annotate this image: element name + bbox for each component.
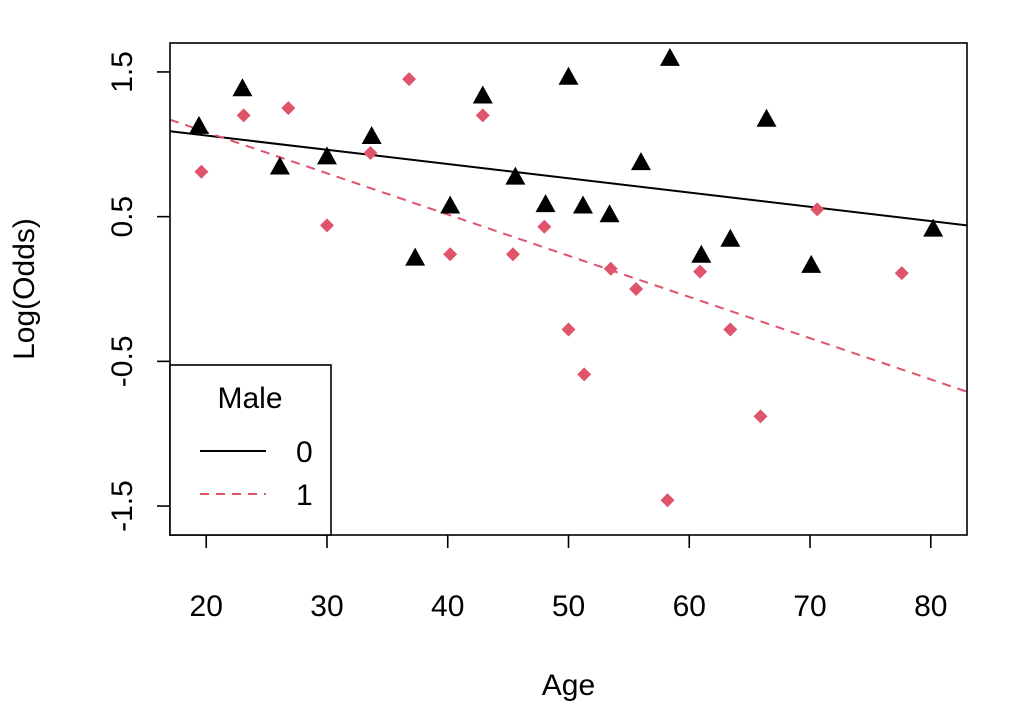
- point-series-0: [405, 247, 426, 266]
- point-series-1: [505, 247, 520, 262]
- point-series-1: [363, 145, 378, 160]
- point-series-0: [691, 244, 712, 263]
- y-axis-title: Log(Odds): [8, 218, 41, 360]
- point-series-0: [269, 156, 290, 175]
- legend-label-0: 0: [296, 436, 313, 469]
- y-tick-label: 0.5: [106, 196, 139, 238]
- point-series-0: [630, 152, 651, 171]
- point-series-0: [572, 195, 593, 214]
- point-series-1: [577, 367, 592, 382]
- point-series-1: [753, 409, 768, 424]
- point-layer: [188, 47, 944, 508]
- point-series-0: [801, 254, 822, 273]
- fit-line-series-1: [169, 118, 968, 393]
- point-series-0: [535, 194, 556, 213]
- point-series-0: [923, 218, 944, 237]
- point-series-0: [720, 228, 741, 247]
- tick-layer: 20 30 40 50 60 70 80 -1.5 -0.5 0.5 1.5: [106, 51, 947, 623]
- x-tick-label: 30: [310, 590, 343, 623]
- point-series-1: [660, 493, 675, 508]
- legend-title: Male: [217, 382, 282, 415]
- point-series-1: [693, 264, 708, 279]
- point-series-1: [443, 247, 458, 262]
- point-series-1: [319, 218, 334, 233]
- x-tick-label: 50: [552, 590, 585, 623]
- x-tick-label: 70: [793, 590, 826, 623]
- plot-frame: [169, 42, 968, 536]
- point-series-0: [188, 115, 209, 134]
- x-tick-label: 60: [673, 590, 706, 623]
- point-series-0: [659, 47, 680, 66]
- point-series-1: [561, 322, 576, 337]
- point-series-0: [756, 108, 777, 127]
- point-series-1: [236, 108, 251, 123]
- point-series-0: [599, 204, 620, 223]
- x-tick-label: 20: [190, 590, 223, 623]
- legend-label-1: 1: [296, 479, 313, 512]
- point-series-0: [558, 66, 579, 85]
- point-series-1: [537, 219, 552, 234]
- point-series-1: [629, 282, 644, 296]
- point-series-1: [603, 261, 618, 276]
- y-tick-label: -0.5: [106, 336, 139, 388]
- point-series-0: [440, 195, 461, 214]
- x-axis-title: Age: [542, 669, 595, 702]
- point-series-1: [402, 72, 417, 87]
- legend: Male 0 1: [169, 364, 332, 536]
- y-tick-label: -1.5: [106, 480, 139, 532]
- point-series-0: [361, 126, 382, 145]
- point-series-0: [316, 146, 337, 165]
- point-series-1: [723, 322, 738, 337]
- point-series-0: [232, 78, 253, 97]
- point-series-1: [810, 202, 825, 217]
- point-series-0: [505, 166, 526, 185]
- point-series-1: [475, 108, 490, 123]
- y-tick-label: 1.5: [106, 51, 139, 93]
- x-tick-label: 40: [431, 590, 464, 623]
- point-series-1: [281, 101, 296, 116]
- point-series-0: [472, 85, 493, 104]
- fit-line-series-0: [169, 130, 968, 227]
- point-series-1: [894, 266, 909, 281]
- x-tick-label: 80: [914, 590, 947, 623]
- fit-layer: [169, 118, 968, 393]
- point-series-1: [194, 164, 209, 179]
